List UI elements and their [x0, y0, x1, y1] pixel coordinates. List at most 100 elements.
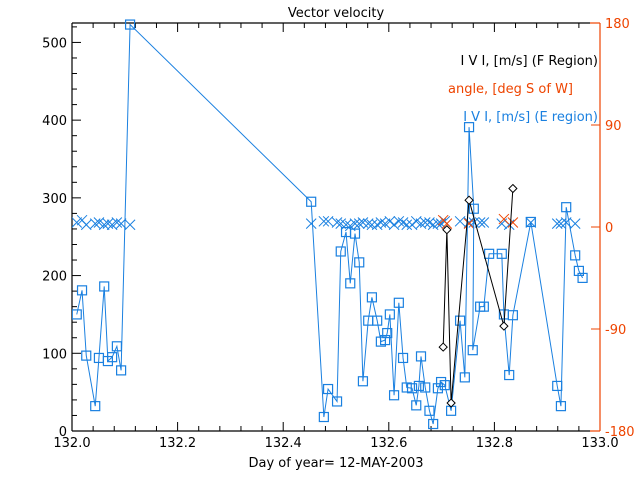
e-region-angle-point	[375, 217, 387, 228]
x-stroke	[551, 218, 563, 229]
x-stroke	[366, 219, 378, 231]
e-region-velocity-point	[432, 383, 444, 394]
x-stroke	[474, 217, 486, 228]
e-region-angle-point	[111, 217, 123, 228]
e-region-angle-point	[72, 217, 83, 228]
e-region-angle-point	[569, 218, 581, 229]
e-region-velocity-point	[90, 401, 101, 412]
e-region-velocity-point	[428, 418, 439, 430]
x-stroke	[415, 218, 427, 229]
e-region-velocity-point	[116, 365, 127, 376]
y2-tick-label: 180	[605, 17, 630, 32]
f-region-velocity-line	[442, 188, 514, 404]
x-stroke	[357, 217, 369, 228]
e-region-velocity-point	[484, 248, 495, 259]
e-region-velocity-point	[552, 380, 563, 392]
e-region-angle-point	[419, 217, 431, 228]
e-region-velocity-point	[435, 376, 447, 388]
e-region-velocity-point	[413, 380, 424, 392]
x-stroke	[454, 215, 466, 227]
y-tick-label: 400	[42, 114, 67, 129]
f-region-velocity-point	[499, 321, 509, 331]
e-region-velocity-point	[467, 345, 478, 356]
x-stroke	[397, 217, 409, 228]
legend-label-angle: angle, [deg S of W]	[448, 82, 573, 97]
e-region-velocity-point	[577, 272, 588, 284]
x-stroke	[410, 215, 422, 227]
x-stroke	[463, 218, 475, 229]
e-region-velocity-point	[335, 246, 346, 257]
x-stroke	[401, 219, 413, 231]
e-region-angle-point	[388, 219, 400, 231]
e-region-velocity-point	[454, 315, 466, 326]
e-region-angle-point	[463, 217, 475, 228]
e-region-velocity-point	[349, 228, 361, 239]
e-region-velocity-point	[415, 351, 427, 362]
e-region-velocity-point	[504, 369, 515, 381]
e-region-velocity-point	[107, 352, 118, 363]
x-stroke	[102, 218, 114, 229]
e-region-angle-point	[318, 215, 330, 227]
e-region-velocity-point	[345, 278, 356, 289]
e-region-angle-point	[362, 218, 374, 229]
e-region-velocity-point	[81, 350, 92, 361]
e-region-angle-point	[393, 215, 405, 227]
x-stroke	[419, 217, 431, 228]
legend-label-f-region: I V I, [m/s] (F Region)	[461, 54, 598, 69]
x-stroke	[124, 219, 136, 231]
f-region-angle-point	[507, 217, 519, 228]
x-stroke	[93, 217, 105, 228]
x-stroke	[478, 217, 490, 228]
e-region-velocity-point	[111, 341, 122, 352]
x-tick-label: 132.0	[53, 436, 90, 451]
e-region-velocity-point	[388, 390, 400, 401]
e-region-velocity-group	[72, 19, 588, 430]
x-stroke	[375, 217, 387, 228]
e-region-velocity-point	[380, 334, 391, 346]
e-region-velocity-point	[322, 383, 334, 395]
e-region-velocity-point	[439, 380, 450, 391]
e-region-velocity-point	[573, 265, 584, 277]
x-stroke	[569, 218, 581, 229]
e-region-angle-point	[432, 218, 444, 229]
e-region-angle-point	[322, 215, 334, 227]
e-region-angle-point	[331, 217, 343, 228]
e-region-angle-point	[80, 219, 92, 231]
e-region-velocity-point	[318, 411, 329, 423]
f-region-velocity-point	[442, 225, 452, 235]
e-region-velocity-point	[99, 281, 110, 292]
f-region-velocity-point	[464, 195, 474, 205]
e-region-velocity-point	[306, 196, 317, 207]
y-tick-label: 200	[42, 270, 67, 285]
e-region-velocity-point	[570, 250, 581, 261]
x-stroke	[353, 218, 365, 229]
chart-title: Vector velocity	[288, 6, 385, 21]
x-stroke	[507, 217, 519, 228]
e-region-velocity-point	[478, 301, 489, 312]
y-tick-label: 100	[42, 347, 67, 362]
e-region-velocity-point	[331, 396, 343, 407]
e-region-angle-point	[98, 219, 110, 231]
f-region-velocity-point	[446, 398, 456, 408]
x-stroke	[427, 219, 439, 231]
e-region-velocity-point	[372, 315, 383, 326]
e-region-velocity-point	[507, 310, 518, 321]
e-region-velocity-point	[366, 292, 378, 303]
x-stroke	[384, 215, 396, 227]
x-stroke	[393, 215, 405, 227]
x-stroke	[98, 219, 110, 231]
y-tick-label: 500	[42, 36, 67, 51]
f-region-angle-point	[441, 218, 453, 229]
f-region-velocity-point	[438, 342, 448, 352]
e-region-angle-point	[353, 218, 365, 229]
e-region-velocity-point	[393, 297, 404, 308]
e-region-velocity-line	[76, 23, 584, 425]
e-region-velocity-point	[468, 203, 479, 214]
x-stroke	[80, 219, 92, 231]
legend-label-e-region: I V I, [m/s] (E region)	[463, 110, 598, 125]
legend: I V I, [m/s] (F Region) angle, [deg S of…	[448, 54, 598, 125]
e-region-velocity-point	[555, 401, 567, 412]
e-region-velocity-point	[72, 309, 82, 320]
f-region-velocity-group	[438, 183, 518, 408]
e-region-velocity-point	[401, 382, 412, 393]
